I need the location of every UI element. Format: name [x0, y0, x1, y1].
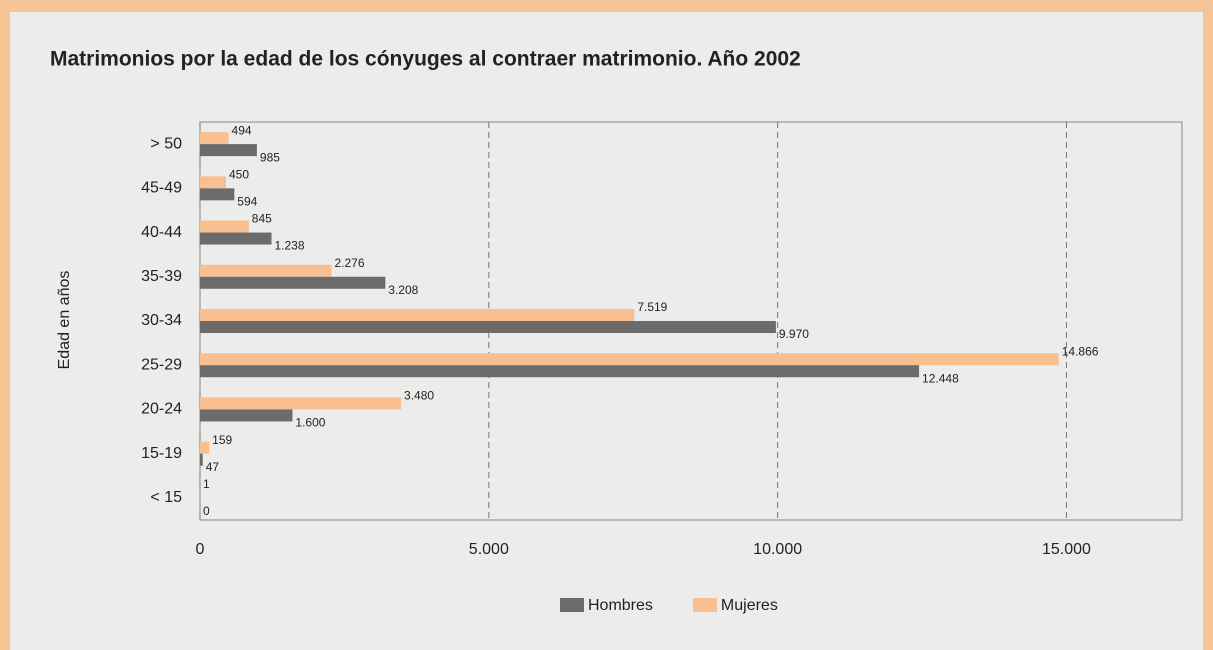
y-tick-label: > 50 [150, 135, 182, 152]
y-axis-label: Edad en años [56, 271, 73, 370]
value-label: 159 [212, 433, 232, 447]
value-label: 594 [237, 195, 257, 209]
value-label: 3.208 [388, 283, 418, 297]
x-tick-label: 15.000 [1042, 541, 1091, 558]
y-tick-label: 35-39 [141, 268, 182, 285]
bar [200, 453, 203, 466]
bar [200, 264, 332, 277]
value-label: 494 [232, 123, 252, 137]
value-label: 12.448 [922, 371, 959, 385]
value-label: 2.276 [334, 256, 364, 270]
value-label: 845 [252, 212, 272, 226]
legend-swatch [692, 598, 717, 612]
legend-label: Hombres [588, 597, 653, 614]
value-label: 47 [206, 460, 220, 474]
chart-title: Matrimonios por la edad de los cónyuges … [50, 48, 801, 71]
bar [200, 441, 210, 454]
y-tick-label: 40-44 [141, 224, 182, 241]
value-label: 7.519 [637, 300, 667, 314]
bar [200, 321, 776, 333]
bar [200, 409, 293, 422]
bar [200, 132, 229, 145]
bar [200, 188, 235, 201]
y-tick-label: 45-49 [141, 180, 182, 197]
bar [200, 220, 249, 233]
bar [200, 365, 920, 378]
x-tick-label: 5.000 [469, 541, 509, 558]
legend-label: Mujeres [721, 597, 778, 614]
value-label: 1.600 [295, 416, 325, 430]
bar [200, 309, 635, 321]
y-tick-label: 15-19 [141, 445, 182, 462]
value-label: 1.238 [275, 239, 305, 253]
bar [200, 144, 257, 157]
y-tick-label: 30-34 [141, 312, 182, 329]
value-label: 0 [203, 504, 210, 518]
x-tick-label: 0 [196, 541, 205, 558]
value-label: 450 [229, 168, 249, 182]
legend-swatch [560, 598, 584, 612]
x-tick-label: 10.000 [753, 541, 802, 558]
y-tick-label: 20-24 [141, 401, 182, 418]
bar [200, 232, 272, 245]
y-tick-label: < 15 [150, 489, 182, 506]
bar [200, 176, 226, 189]
value-label: 1 [203, 477, 210, 491]
y-tick-label: 25-29 [141, 356, 182, 373]
value-label: 14.866 [1062, 344, 1099, 358]
bar [200, 276, 386, 289]
bar [200, 353, 1059, 366]
bar [200, 397, 402, 410]
value-label: 9.970 [779, 327, 809, 341]
value-label: 985 [260, 150, 280, 164]
value-label: 3.480 [404, 389, 434, 403]
